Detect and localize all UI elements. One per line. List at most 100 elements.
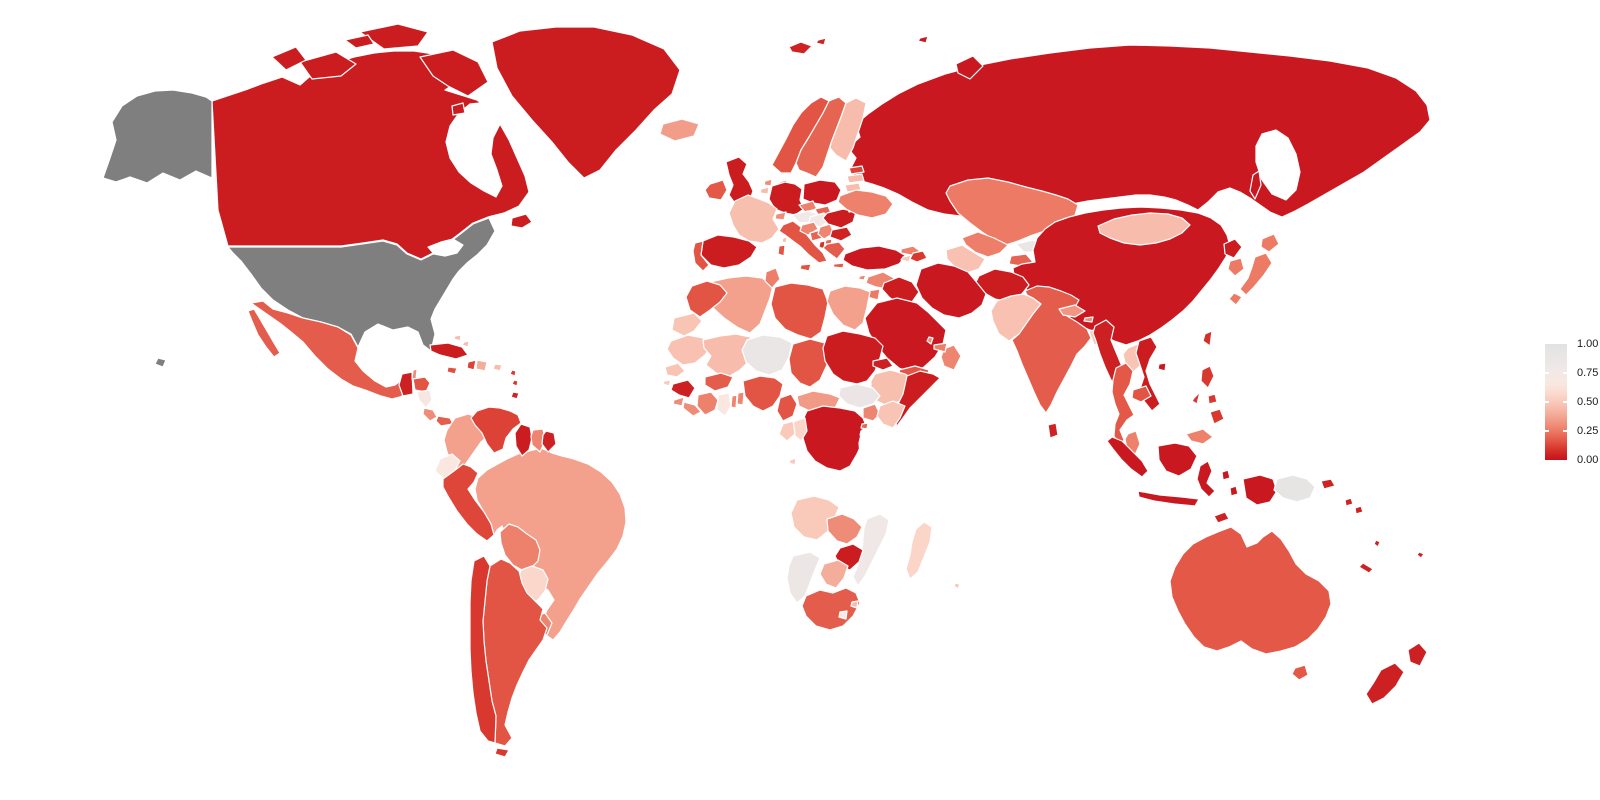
country-japan-hokkaido: [1260, 233, 1280, 253]
country-philippines-palawan: [1191, 391, 1201, 405]
country-russia: [847, 44, 1431, 218]
legend-tick-50-left: [1545, 401, 1549, 403]
country-australia-tasmania: [1291, 664, 1309, 681]
country-bahamas: [453, 334, 462, 342]
legend-tick-25-right: [1563, 430, 1567, 432]
country-uzbekistan: [961, 231, 1009, 258]
country-indonesia-java: [1137, 490, 1200, 507]
country-mauritius: [953, 582, 961, 590]
country-burkina-faso: [704, 372, 734, 392]
country-mozambique: [852, 513, 890, 587]
country-papua-new-guinea: [1273, 474, 1316, 503]
country-ghana: [716, 392, 732, 417]
country-russia-sakhalin: [1249, 170, 1262, 200]
country-canada-ellesmere: [359, 23, 429, 50]
country-qatar: [926, 336, 934, 345]
country-mauritania: [666, 334, 712, 366]
country-greenland: [491, 26, 681, 179]
country-dominican-republic: [475, 359, 488, 372]
country-malaysia-borneo: [1185, 428, 1214, 445]
country-chad: [788, 338, 833, 388]
country-cameroon: [776, 393, 798, 422]
country-philippines-visayas: [1207, 393, 1218, 405]
country-ukraine: [837, 189, 894, 219]
country-turkmenistan: [945, 244, 986, 274]
country-angola-cabinda: [788, 457, 797, 466]
country-canada-southampton: [451, 102, 466, 116]
country-azerbaijan: [909, 250, 928, 263]
country-new-zealand-north: [1407, 642, 1428, 667]
country-honduras: [412, 376, 431, 393]
country-zambia: [826, 513, 863, 545]
country-nepal: [1058, 304, 1086, 318]
country-libya: [770, 282, 829, 340]
country-bolivia: [499, 523, 541, 571]
country-russia-novaya-zemlya: [955, 55, 984, 80]
country-fiji: [1416, 551, 1425, 559]
country-eritrea: [872, 357, 894, 371]
country-russia-franz-josef: [917, 35, 929, 44]
country-indonesia-papua: [1242, 474, 1278, 506]
legend-label-100: 1.00: [1577, 338, 1599, 350]
country-namibia: [786, 551, 821, 604]
country-solomon-islands-2: [1354, 505, 1364, 515]
legend-tick-25-left: [1545, 430, 1549, 432]
hudson-bay: [445, 102, 508, 198]
country-indonesia-moluccas: [1221, 469, 1231, 481]
country-north-korea: [1223, 238, 1243, 259]
country-angola: [790, 495, 840, 541]
country-portugal: [692, 240, 710, 272]
country-lesotho: [838, 610, 848, 620]
country-canada-newfoundland: [510, 213, 533, 229]
country-uganda: [862, 403, 881, 422]
country-bhutan: [1083, 316, 1094, 323]
country-togo: [730, 394, 738, 409]
country-madagascar: [905, 521, 933, 580]
country-venezuela: [470, 406, 522, 454]
country-benin: [736, 391, 745, 406]
country-greece-crete: [832, 262, 845, 269]
country-ivory-coast: [696, 391, 719, 416]
country-usa-alaska: [102, 89, 213, 184]
country-guinea-bissau: [662, 379, 672, 387]
country-guyana: [514, 423, 533, 457]
legend-tick-75-right: [1563, 372, 1567, 374]
country-japan-kyushu: [1228, 292, 1243, 306]
country-finland: [829, 97, 867, 162]
country-cuba: [429, 342, 469, 360]
country-indonesia-sulawesi: [1196, 460, 1216, 498]
country-niger: [741, 334, 793, 376]
country-turkey: [842, 245, 907, 271]
country-tanzania: [858, 424, 898, 471]
country-indonesia-kalimantan: [1157, 442, 1198, 477]
country-bahamas-2: [461, 340, 470, 348]
country-canada-baffin: [419, 49, 489, 97]
country-jamaica: [446, 366, 458, 375]
country-vanuatu: [1373, 539, 1381, 548]
country-guatemala: [398, 371, 414, 397]
country-china-hainan: [1157, 362, 1167, 372]
country-lesser-antilles-2: [511, 379, 519, 387]
country-new-britain: [1320, 478, 1336, 490]
country-south-korea: [1227, 257, 1245, 277]
country-taiwan: [1202, 330, 1213, 347]
country-mexico-baja: [247, 308, 281, 358]
country-new-caledonia: [1358, 562, 1374, 574]
country-nicaragua: [416, 389, 433, 409]
country-philippines-luzon: [1200, 365, 1215, 389]
country-italy-sicily: [799, 263, 812, 272]
country-romania: [822, 208, 857, 229]
country-poland: [802, 179, 842, 206]
country-japan-honshu: [1239, 252, 1273, 296]
country-south-sudan: [838, 383, 881, 409]
country-indonesia-moluccas-2: [1229, 485, 1239, 497]
great-lakes: [427, 238, 464, 257]
country-cambodia: [1131, 385, 1152, 403]
country-liberia: [682, 401, 702, 417]
country-haiti: [466, 359, 477, 371]
country-drc: [800, 405, 868, 472]
country-panama: [435, 415, 454, 427]
country-suriname: [530, 428, 546, 453]
legend-label-000: 0.00: [1577, 454, 1599, 466]
